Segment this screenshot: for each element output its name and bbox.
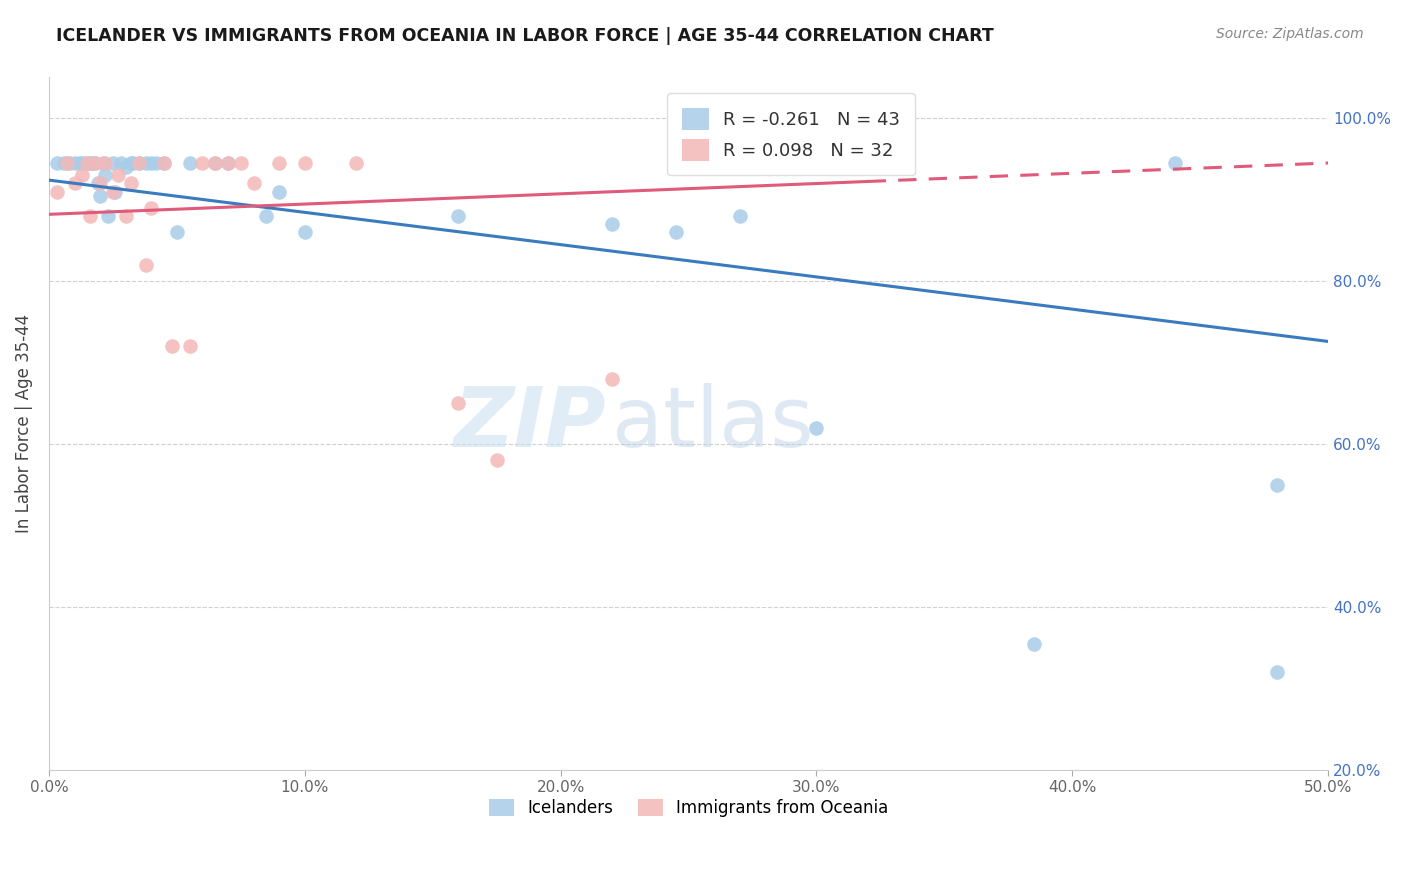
Point [82, 156, 104, 170]
Point [204, 156, 226, 170]
Point [344, 156, 367, 170]
Point [204, 156, 226, 170]
Point [45, 185, 67, 199]
Point [269, 156, 291, 170]
Point [141, 156, 163, 170]
Point [160, 339, 183, 353]
Point [101, 185, 124, 199]
Point [145, 156, 167, 170]
Point [69, 156, 91, 170]
Text: Source: ZipAtlas.com: Source: ZipAtlas.com [1216, 27, 1364, 41]
Point [600, 217, 623, 231]
Point [447, 209, 470, 223]
Legend: Icelanders, Immigrants from Oceania: Icelanders, Immigrants from Oceania [482, 792, 896, 824]
Point [107, 168, 129, 182]
Point [94, 168, 117, 182]
Point [1265, 665, 1288, 680]
Point [1265, 478, 1288, 492]
Point [242, 177, 264, 191]
Point [128, 156, 150, 170]
Point [76, 156, 98, 170]
Point [53, 156, 76, 170]
Point [120, 177, 142, 191]
Text: ICELANDER VS IMMIGRANTS FROM OCEANIA IN LABOR FORCE | AGE 35-44 CORRELATION CHAR: ICELANDER VS IMMIGRANTS FROM OCEANIA IN … [56, 27, 994, 45]
Point [122, 156, 145, 170]
Point [89, 188, 111, 202]
Point [135, 156, 157, 170]
Text: atlas: atlas [612, 384, 814, 464]
Point [856, 156, 879, 170]
Point [166, 225, 188, 239]
Point [1163, 156, 1185, 170]
Point [86, 177, 108, 191]
Point [806, 421, 828, 435]
Point [217, 156, 239, 170]
Point [135, 258, 157, 272]
Point [294, 156, 316, 170]
Point [94, 156, 117, 170]
Point [97, 209, 120, 223]
Point [114, 209, 136, 223]
Point [110, 156, 132, 170]
Point [91, 156, 114, 170]
Point [63, 177, 86, 191]
Point [269, 185, 291, 199]
Point [101, 156, 124, 170]
Point [728, 156, 751, 170]
Point [84, 156, 107, 170]
Point [485, 453, 508, 467]
Point [294, 225, 316, 239]
Point [191, 156, 214, 170]
Point [70, 168, 93, 182]
Point [447, 396, 470, 410]
Point [600, 372, 623, 386]
Point [56, 156, 79, 170]
Point [120, 156, 142, 170]
Point [856, 156, 879, 170]
Point [84, 156, 107, 170]
Point [79, 209, 101, 223]
Point [58, 156, 80, 170]
Text: ZIP: ZIP [453, 384, 606, 464]
Point [254, 209, 277, 223]
Point [728, 209, 751, 223]
Point [79, 156, 101, 170]
Point [217, 156, 239, 170]
Point [76, 156, 98, 170]
Point [153, 156, 176, 170]
Point [114, 160, 136, 174]
Point [128, 156, 150, 170]
Point [104, 185, 127, 199]
Point [179, 156, 201, 170]
Y-axis label: In Labor Force | Age 35-44: In Labor Force | Age 35-44 [15, 314, 32, 533]
Point [153, 156, 176, 170]
Point [89, 177, 111, 191]
Point [665, 225, 688, 239]
Point [70, 156, 93, 170]
Point [63, 156, 86, 170]
Point [1022, 637, 1045, 651]
Point [45, 156, 67, 170]
Point [229, 156, 252, 170]
Point [141, 201, 163, 215]
Point [179, 339, 201, 353]
